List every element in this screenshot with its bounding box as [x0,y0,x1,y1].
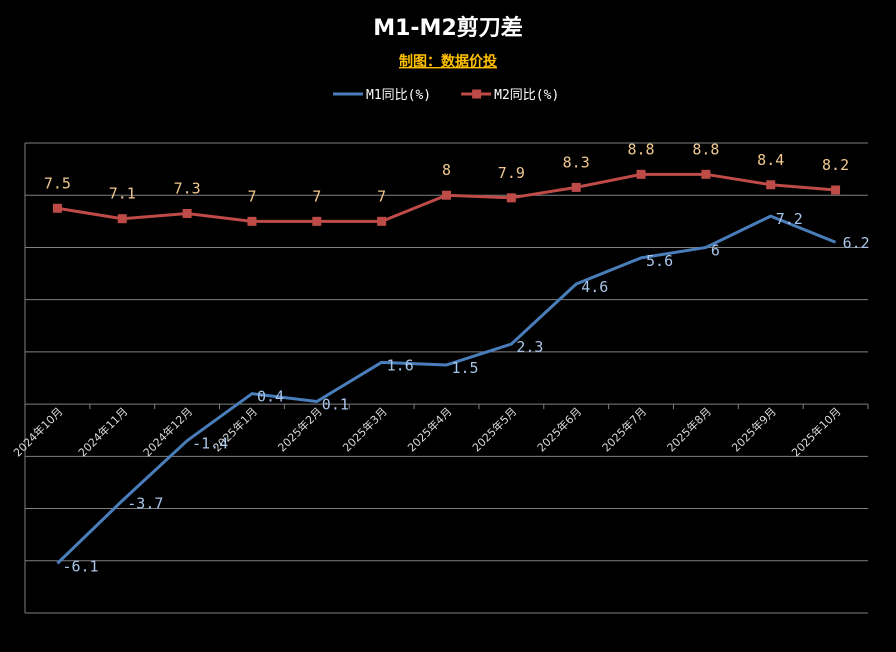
series-2-marker [766,180,776,190]
series-1-data-label: 7.2 [776,210,803,228]
chart-subtitle: 制图：数据价投 [399,53,497,70]
series-1-data-label: 6 [711,241,720,259]
series-2-marker [701,169,711,179]
series-markers [52,169,841,226]
legend-label: M2同比(%) [494,88,559,103]
x-tick-label: 2025年7月 [599,404,649,454]
series-2-marker [312,216,322,226]
x-tick-label: 2025年2月 [275,404,325,454]
x-tick-label: 2025年10月 [789,404,844,459]
series-2-data-label: 8.2 [822,156,849,174]
series-2-data-label: 8.4 [757,151,784,169]
series-lines [56,172,837,565]
series-1-data-label: 0.1 [322,396,349,414]
series-2-marker [117,214,127,224]
series-2-marker [377,216,387,226]
series-2-marker [506,193,516,203]
x-tick-label: 2025年4月 [404,404,454,454]
series-1-data-label: 0.4 [257,388,284,406]
x-tick-label: 2024年11月 [75,404,130,459]
series-2-data-label: 7.5 [44,174,71,192]
data-labels: -6.1 -3.7 -1.4 0.4 0.1 1.6 1.5 2.3 4.6 5.6 6 7.2 6.2… [44,140,870,575]
series-2-data-label: 8.8 [692,140,719,158]
series-2-marker [831,185,841,195]
series-2-marker [442,190,451,200]
series-2-data-label: 8 [442,161,451,179]
x-tick-label: 2024年10月 [10,404,65,459]
series-2-marker [636,169,646,179]
series-1-data-label: 1.5 [452,359,479,377]
x-tick-label: 2025年5月 [469,404,519,454]
chart-title: M1-M2剪刀差 [373,15,523,41]
x-tick-label: 2024年12月 [140,404,195,459]
series-1-data-label: -6.1 [62,557,98,575]
series-2-data-label: 7.1 [109,185,136,203]
x-tick-label: 2025年6月 [534,404,584,454]
series-2-data-label: 8.3 [563,153,590,171]
series-2-data-label: 7 [312,187,321,205]
series-1-data-label: 5.6 [646,252,673,270]
series-2-data-label: 7 [377,187,386,205]
series-2-data-label: 7.9 [498,164,525,182]
legend-marker-swatch [472,89,482,99]
series-1-data-label: 1.6 [387,356,414,374]
series-2-data-label: 8.8 [627,140,654,158]
series-2-data-label: 7 [247,187,256,205]
legend-item-2: M2同比(%) [461,88,559,103]
x-tick-label: 2025年9月 [729,404,779,454]
legend: M1同比(%) M2同比(%) [333,88,559,103]
series-1-data-label: -1.4 [192,435,228,453]
series-2-marker [52,203,62,213]
x-tick-label: 2025年8月 [664,404,714,454]
gridlines [24,142,868,614]
x-axis-tick-labels: 2024年10月 2024年11月 2024年12月 2025年1月 2025年2月 20… [10,404,869,459]
series-2-marker [182,209,192,218]
series-1-data-label: 4.6 [581,278,608,296]
series-2-marker [571,182,581,192]
legend-label: M1同比(%) [366,88,431,103]
series-2-data-label: 7.3 [174,180,201,198]
series-1-data-label: 2.3 [516,338,543,356]
legend-item-1: M1同比(%) [333,88,431,103]
series-line-1 [56,214,837,565]
series-1-data-label: 6.2 [843,234,870,252]
series-2-marker [247,216,257,226]
series-1-data-label: -3.7 [127,495,163,513]
